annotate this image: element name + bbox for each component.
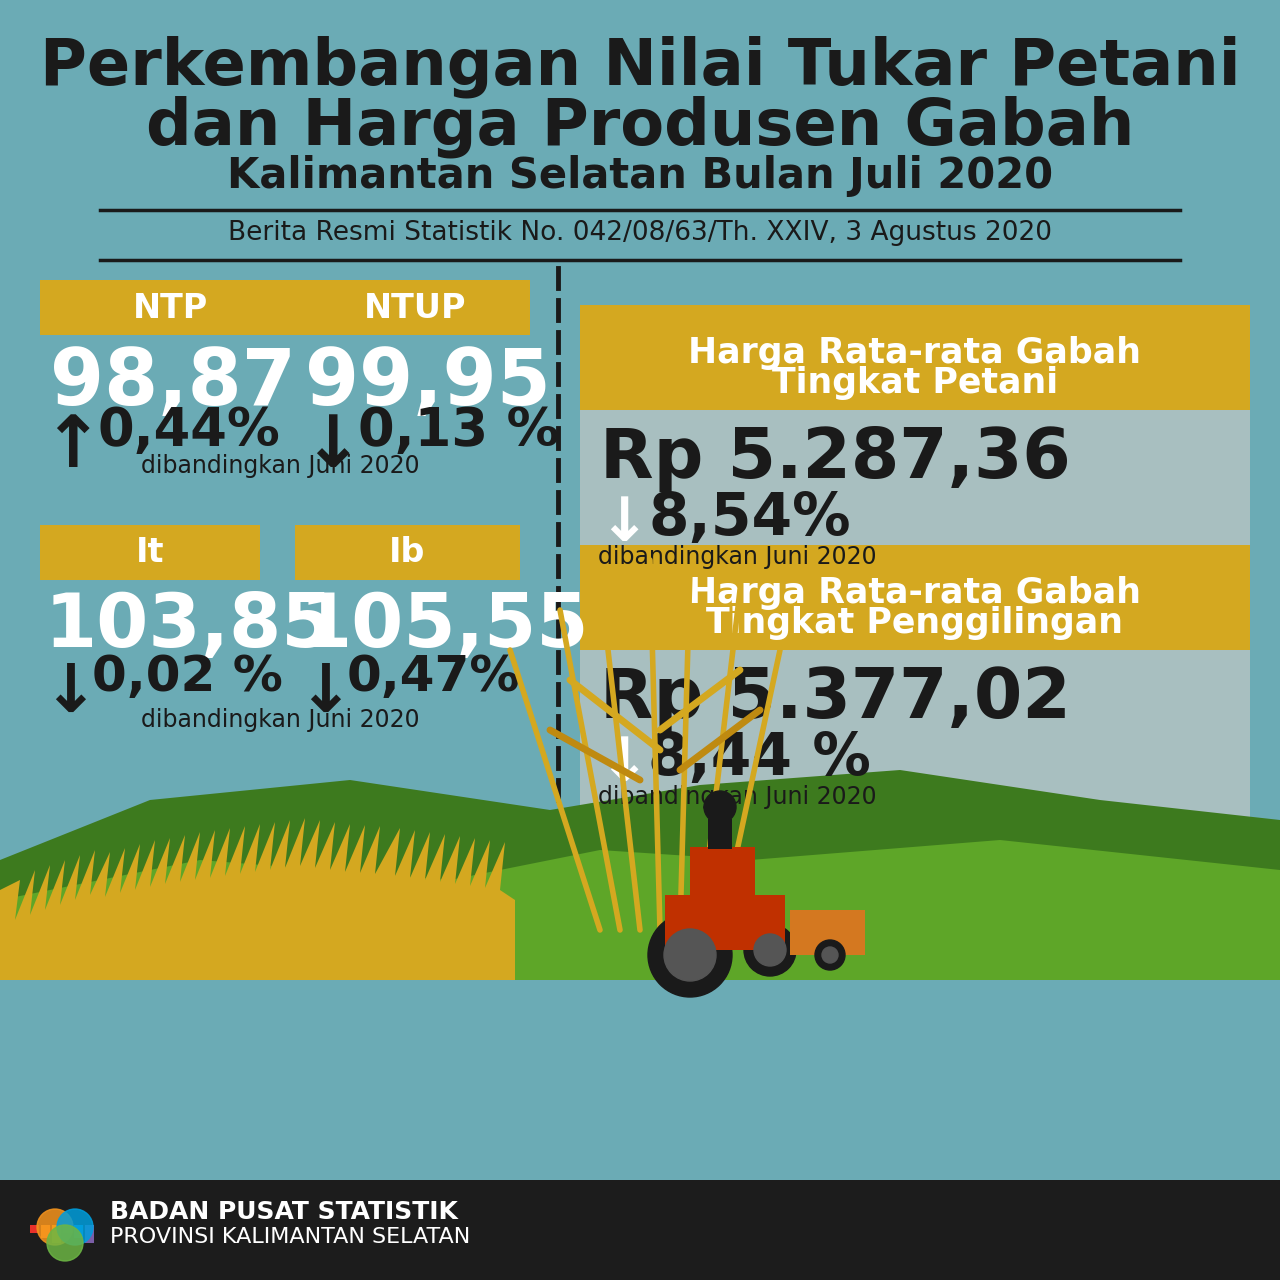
FancyBboxPatch shape	[666, 895, 785, 950]
Text: dibandingkan Juni 2020: dibandingkan Juni 2020	[598, 545, 877, 570]
Text: It: It	[136, 536, 164, 570]
FancyBboxPatch shape	[580, 305, 1251, 410]
Polygon shape	[515, 890, 1280, 980]
Text: Rp 5.287,36: Rp 5.287,36	[600, 425, 1071, 492]
Polygon shape	[0, 840, 1280, 980]
FancyBboxPatch shape	[580, 650, 1251, 840]
Circle shape	[58, 1210, 93, 1245]
Text: 0,02 %: 0,02 %	[92, 653, 283, 701]
Text: 0,47%: 0,47%	[347, 653, 521, 701]
Circle shape	[822, 947, 838, 963]
Text: ↓: ↓	[297, 660, 353, 726]
Text: 99,95: 99,95	[305, 346, 550, 421]
FancyBboxPatch shape	[40, 525, 260, 580]
Circle shape	[754, 934, 786, 966]
Text: PROVINSI KALIMANTAN SELATAN: PROVINSI KALIMANTAN SELATAN	[110, 1228, 470, 1247]
Text: Tingkat Petani: Tingkat Petani	[772, 366, 1059, 399]
Text: 98,87: 98,87	[50, 346, 296, 421]
Circle shape	[648, 913, 732, 997]
Text: ↓: ↓	[598, 735, 649, 794]
FancyBboxPatch shape	[580, 410, 1251, 600]
FancyBboxPatch shape	[41, 1225, 50, 1238]
Circle shape	[815, 940, 845, 970]
Text: 103,85: 103,85	[45, 590, 334, 663]
Circle shape	[744, 924, 796, 975]
Text: Tingkat Penggilingan: Tingkat Penggilingan	[707, 605, 1124, 640]
Polygon shape	[0, 771, 1280, 960]
Text: Ib: Ib	[389, 536, 425, 570]
Text: 0,44%: 0,44%	[99, 404, 280, 457]
Text: ↓: ↓	[302, 413, 362, 483]
FancyBboxPatch shape	[0, 1180, 1280, 1280]
Text: NTUP: NTUP	[364, 292, 466, 325]
Text: Berita Resmi Statistik No. 042/08/63/Th. XXIV, 3 Agustus 2020: Berita Resmi Statistik No. 042/08/63/Th.…	[228, 220, 1052, 246]
FancyBboxPatch shape	[580, 545, 1251, 650]
FancyBboxPatch shape	[690, 847, 755, 897]
FancyBboxPatch shape	[84, 1225, 93, 1243]
Text: BADAN PUSAT STATISTIK: BADAN PUSAT STATISTIK	[110, 1201, 458, 1224]
Circle shape	[47, 1225, 83, 1261]
Text: 8,54%: 8,54%	[648, 490, 851, 547]
Text: dibandingkan Juni 2020: dibandingkan Juni 2020	[141, 708, 420, 732]
FancyBboxPatch shape	[790, 910, 865, 955]
Text: dan Harga Produsen Gabah: dan Harga Produsen Gabah	[146, 95, 1134, 157]
Text: ↑: ↑	[42, 413, 102, 483]
Text: 0,13 %: 0,13 %	[358, 404, 559, 457]
Circle shape	[37, 1210, 73, 1245]
Text: Perkembangan Nilai Tukar Petani: Perkembangan Nilai Tukar Petani	[40, 35, 1240, 97]
Circle shape	[704, 791, 736, 823]
Text: 105,55: 105,55	[300, 590, 590, 663]
Text: NTP: NTP	[132, 292, 207, 325]
Text: dibandingkan Juni 2020: dibandingkan Juni 2020	[598, 785, 877, 809]
Text: ↓: ↓	[598, 495, 649, 554]
Text: dibandingkan Juni 2020: dibandingkan Juni 2020	[141, 454, 420, 477]
Text: ↓: ↓	[42, 660, 97, 726]
FancyBboxPatch shape	[294, 525, 520, 580]
Text: Harga Rata-rata Gabah: Harga Rata-rata Gabah	[689, 576, 1142, 609]
FancyBboxPatch shape	[52, 1225, 61, 1243]
FancyBboxPatch shape	[63, 1225, 72, 1233]
FancyBboxPatch shape	[708, 819, 732, 849]
Polygon shape	[0, 818, 515, 980]
FancyBboxPatch shape	[29, 1225, 38, 1233]
Circle shape	[664, 929, 716, 980]
FancyBboxPatch shape	[300, 280, 530, 335]
FancyBboxPatch shape	[74, 1225, 83, 1238]
Text: Harga Rata-rata Gabah: Harga Rata-rata Gabah	[689, 335, 1142, 370]
Text: Kalimantan Selatan Bulan Juli 2020: Kalimantan Selatan Bulan Juli 2020	[227, 155, 1053, 197]
FancyBboxPatch shape	[40, 280, 300, 335]
Text: 8,44 %: 8,44 %	[648, 730, 870, 787]
Text: Rp 5.377,02: Rp 5.377,02	[600, 666, 1071, 732]
